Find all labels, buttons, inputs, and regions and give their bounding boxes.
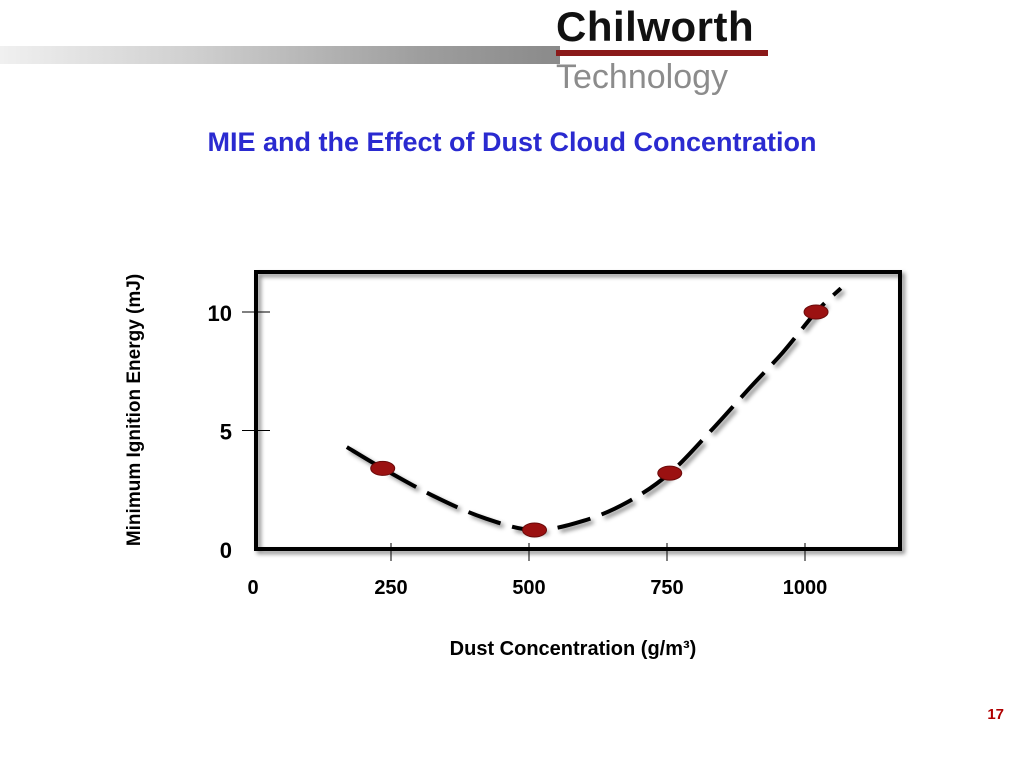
logo-rule — [556, 50, 768, 56]
plot-frame — [254, 270, 902, 551]
x-axis-label: Dust Concentration (g/m³) — [450, 638, 697, 660]
dashed-trend-curve — [345, 286, 843, 533]
slide-title: MIE and the Effect of Dust Cloud Concent… — [207, 127, 817, 157]
data-point-1 — [370, 460, 396, 476]
x-tick-label-250: 250 — [374, 577, 407, 599]
data-point-2 — [522, 522, 548, 538]
x-tick-label-1000: 1000 — [783, 577, 828, 599]
y-tick-label-5: 5 — [220, 420, 232, 445]
data-point-3 — [657, 465, 683, 481]
company-logo: Chilworth Technology — [556, 6, 768, 94]
page-number: 17 — [987, 706, 1004, 723]
x-tick-label-500: 500 — [512, 577, 545, 599]
x-tick-label-750: 750 — [650, 577, 683, 599]
y-tick-label-0: 0 — [220, 538, 232, 563]
header-gradient-bar — [0, 46, 560, 64]
x-tick-label-0: 0 — [247, 577, 258, 599]
logo-sub-text: Technology — [556, 58, 729, 96]
y-tick-label-10: 10 — [208, 301, 232, 326]
logo-main-text: Chilworth — [556, 3, 755, 50]
y-axis-label: Minimum Ignition Energy (mJ) — [124, 274, 145, 546]
data-point-4 — [803, 304, 829, 320]
